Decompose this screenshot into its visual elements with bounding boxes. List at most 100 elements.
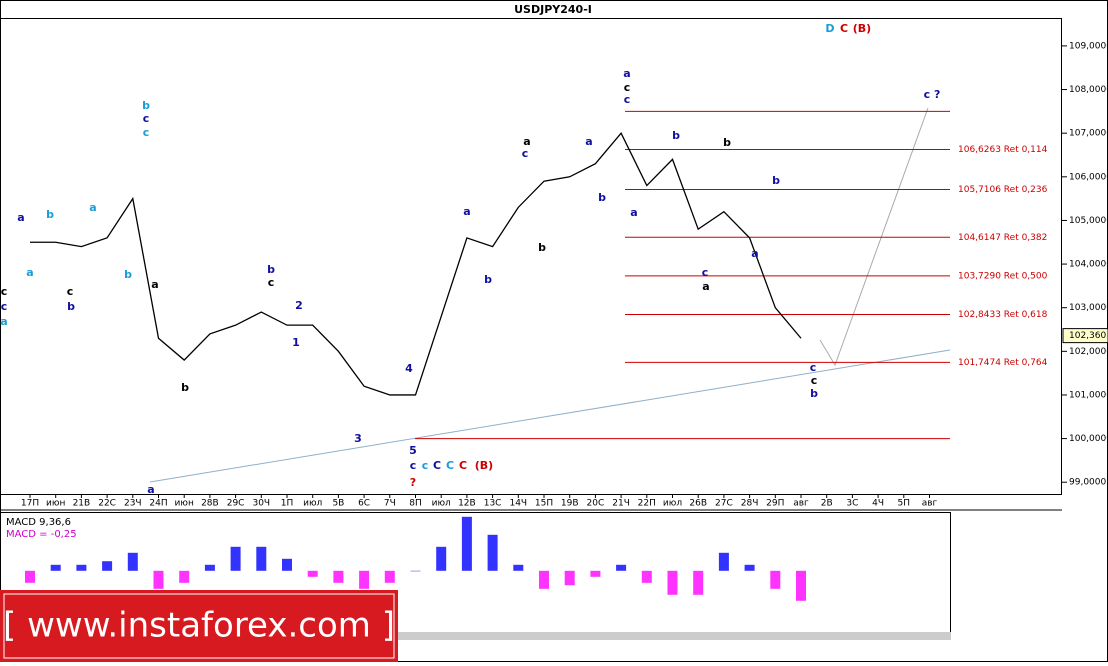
x-tick-label: 5В bbox=[332, 499, 344, 509]
wave-label: b bbox=[181, 381, 189, 394]
x-tick-label: июл bbox=[663, 499, 682, 509]
x-tick-label: 28В bbox=[201, 499, 219, 509]
wave-label: c ? bbox=[924, 88, 941, 101]
wave-label: a bbox=[151, 278, 158, 291]
macd-bar bbox=[744, 564, 755, 571]
retracement-label: 103,7290 Ret 0,500 bbox=[958, 271, 1048, 281]
y-tick-label: 100,0000 bbox=[1069, 434, 1108, 444]
wave-label: c bbox=[1, 285, 8, 298]
wave-label: c bbox=[522, 147, 529, 160]
wave-label: b bbox=[672, 129, 680, 142]
macd-bar bbox=[153, 570, 164, 589]
x-tick-label: 8П bbox=[409, 499, 422, 509]
wave-label: a bbox=[623, 67, 630, 80]
retracement-label: 102,8433 Ret 0,618 bbox=[958, 310, 1048, 320]
x-tick-label: 15П bbox=[535, 499, 553, 509]
wave-label: b bbox=[124, 268, 132, 281]
macd-bar bbox=[25, 570, 35, 583]
wave-label: a bbox=[0, 315, 7, 328]
x-tick-label: 22С bbox=[98, 499, 116, 509]
x-tick-label: 20С bbox=[587, 499, 605, 509]
macd-bar bbox=[307, 570, 318, 577]
wave-label: a bbox=[463, 205, 470, 218]
macd-title: MACD 9,36,6 bbox=[6, 517, 71, 528]
macd-bar bbox=[359, 570, 370, 589]
macd-bar bbox=[513, 564, 524, 571]
y-tick-label: 99,0000 bbox=[1069, 478, 1106, 488]
watermark: [ www.instaforex.com ] bbox=[3, 606, 395, 646]
y-tick-label: 103,0000 bbox=[1069, 303, 1108, 313]
x-tick-label: 19В bbox=[561, 499, 579, 509]
x-tick-label: 12В bbox=[458, 499, 476, 509]
wave-label: c bbox=[811, 374, 818, 387]
y-tick-label: 102,0000 bbox=[1069, 347, 1108, 357]
macd-bar bbox=[564, 570, 575, 586]
macd-bar bbox=[718, 552, 729, 571]
wave-label: C bbox=[433, 459, 441, 472]
x-tick-label: июн bbox=[175, 499, 194, 509]
macd-bar bbox=[436, 546, 447, 571]
wave-label: a bbox=[630, 206, 637, 219]
macd-bar bbox=[204, 564, 215, 571]
last-price: 102,360 bbox=[1069, 331, 1106, 341]
wave-label: b bbox=[598, 191, 606, 204]
x-tick-label: 2В bbox=[821, 499, 833, 509]
wave-label: c bbox=[624, 93, 631, 106]
x-tick-label: 23Ч bbox=[124, 499, 142, 509]
wave-label: 3 bbox=[354, 432, 362, 445]
x-tick-label: 29С bbox=[227, 499, 245, 509]
macd-bar bbox=[796, 570, 806, 601]
watermark-border bbox=[3, 593, 395, 659]
watermark-box bbox=[0, 590, 398, 662]
last-price-box bbox=[1062, 328, 1108, 344]
retracement-label: 104,6147 Ret 0,382 bbox=[958, 233, 1047, 243]
macd-bar bbox=[179, 570, 190, 583]
macd-bar bbox=[50, 564, 61, 571]
wave-label: c bbox=[67, 285, 74, 298]
wave-label: (B) bbox=[475, 459, 493, 472]
x-tick-label: 1П bbox=[281, 499, 294, 509]
wave-label: c bbox=[268, 276, 275, 289]
wave-label: c bbox=[422, 459, 429, 472]
x-tick-label: авг bbox=[922, 499, 938, 509]
x-tick-label: 22П bbox=[638, 499, 656, 509]
macd-bar bbox=[590, 570, 601, 577]
x-tick-label: 6С bbox=[358, 499, 370, 509]
x-tick-label: 30Ч bbox=[252, 499, 270, 509]
y-tick-label: 108,0000 bbox=[1069, 85, 1108, 95]
macd-bar bbox=[770, 570, 781, 589]
wave-label: 4 bbox=[405, 362, 413, 375]
chart-title: USDJPY240-I bbox=[514, 3, 592, 16]
x-tick-label: 28Ч bbox=[741, 499, 759, 509]
macd-bar bbox=[76, 564, 87, 571]
macd-bar bbox=[282, 558, 292, 571]
macd-value: MACD = -0,25 bbox=[6, 529, 77, 540]
wave-label: a bbox=[89, 201, 96, 214]
y-tick-label: 101,0000 bbox=[1069, 390, 1108, 400]
wave-label: a bbox=[702, 280, 709, 293]
wave-label: a bbox=[147, 483, 154, 496]
wave-label: c bbox=[624, 81, 631, 94]
price-panel bbox=[0, 18, 1062, 495]
wave-label: c bbox=[143, 112, 150, 125]
wave-label: b bbox=[810, 387, 818, 400]
wave-label: c bbox=[810, 361, 817, 374]
x-tick-label: 13С bbox=[484, 499, 502, 509]
x-tick-label: 14Ч bbox=[509, 499, 527, 509]
macd-bar bbox=[539, 570, 549, 589]
retracement-label: 106,6263 Ret 0,114 bbox=[958, 145, 1048, 155]
wave-label: c bbox=[410, 459, 417, 472]
y-tick-label: 109,0000 bbox=[1069, 41, 1108, 51]
wave-label: C bbox=[446, 459, 454, 472]
scroll-strip bbox=[398, 632, 951, 640]
x-tick-label: июл bbox=[432, 499, 451, 509]
projection bbox=[819, 107, 929, 367]
macd-bar bbox=[616, 564, 627, 571]
wave-label: a bbox=[523, 135, 530, 148]
wave-label: 2 bbox=[295, 299, 303, 312]
price-line bbox=[30, 132, 802, 396]
wave-label: b bbox=[723, 136, 731, 149]
retracement-label: 105,7106 Ret 0,236 bbox=[958, 185, 1048, 195]
